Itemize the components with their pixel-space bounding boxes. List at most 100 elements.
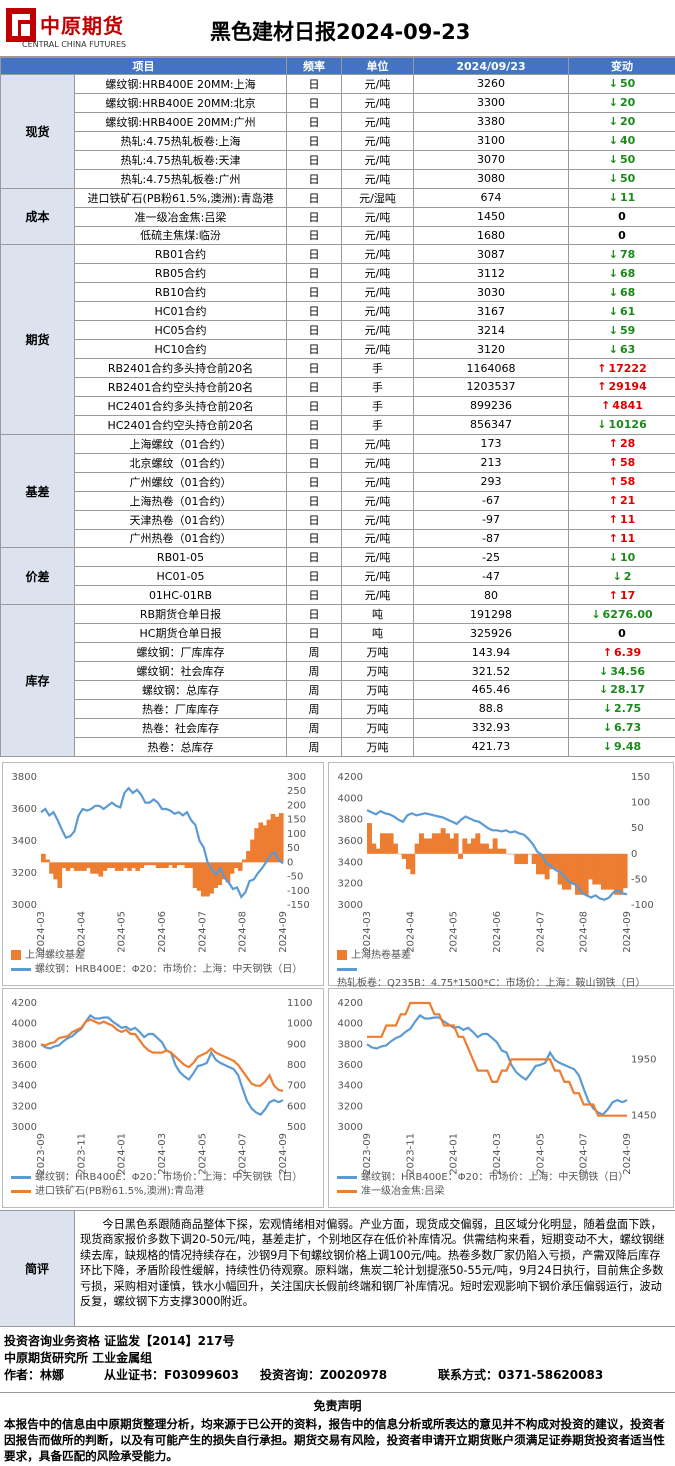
basis-bar: [605, 853, 611, 890]
unit-cell: 手: [341, 377, 414, 397]
column-header-change: 变动: [568, 57, 675, 75]
basis-bar: [575, 853, 580, 895]
change-cell: ↑ 11: [568, 509, 675, 530]
legend-label: 热轧板卷：Q235B：4.75*1500*C：市场价：上海：鞍山钢铁（日）: [337, 978, 646, 989]
value-cell: 213: [413, 452, 569, 473]
frequency-cell: 日: [286, 509, 342, 530]
item-cell: RB01合约: [74, 244, 287, 265]
basis-bar: [557, 853, 563, 885]
change-cell: ↑ 11: [568, 528, 675, 549]
frequency-cell: 日: [286, 225, 342, 246]
right-axis-tick-label: 1950: [631, 1054, 656, 1065]
x-axis-tick-label: 2024-06: [492, 911, 503, 953]
table-row: 基差 上海螺纹（01合约）日元/吨 173 ↑ 28: [0, 433, 675, 549]
x-axis-tick-label: 2024-09: [622, 911, 633, 953]
basis-bar: [527, 853, 533, 855]
x-axis-tick-label: 2024-07: [535, 911, 546, 953]
basis-bar: [384, 833, 390, 854]
table-row: 螺纹钢：总库存周万吨 465.46 ↓ 28.17: [1, 680, 675, 700]
frequency-cell: 日: [286, 187, 342, 208]
frequency-cell: 日: [286, 149, 342, 170]
table-row: 热卷：社会库存周万吨 332.93 ↓ 6.73: [1, 717, 675, 738]
basis-bar: [488, 848, 494, 854]
item-cell: 热轧:4.75热轧板卷:天津: [74, 149, 287, 170]
value-cell: 3380: [413, 111, 569, 132]
frequency-cell: 日: [286, 263, 342, 284]
logo-mark-icon: [6, 8, 36, 42]
arrow-up-icon: ↑: [608, 513, 618, 527]
arrow-down-icon: ↓: [608, 191, 618, 205]
change-value: 2: [623, 569, 632, 583]
basis-bar: [471, 838, 476, 854]
frequency-cell: 日: [286, 244, 342, 265]
basis-bar: [562, 853, 567, 890]
left-axis-tick-label: 4000: [338, 1019, 363, 1030]
basis-bar: [217, 862, 223, 886]
basis-bar: [270, 813, 276, 863]
table-row: 螺纹钢：社会库存周万吨 321.52 ↓ 34.56: [1, 661, 675, 681]
change-value: 0: [618, 228, 626, 242]
x-axis-tick-label: 2024-07: [238, 1133, 249, 1175]
basis-bar: [184, 862, 190, 869]
left-axis-tick-label: 3400: [12, 1081, 37, 1092]
unit-cell: 元/吨: [341, 433, 414, 454]
legend-swatch: [11, 1175, 31, 1179]
value-cell: -25: [413, 547, 569, 568]
value-cell: 1203537: [413, 377, 569, 397]
x-axis-tick-label: 2024-09: [278, 1133, 289, 1175]
basis-bar: [82, 862, 87, 871]
unit-cell: 元/吨: [341, 244, 414, 265]
item-cell: 热卷：社会库存: [74, 717, 287, 738]
change-value: 40: [619, 134, 636, 148]
frequency-cell: 周: [286, 736, 342, 757]
unit-cell: 元/吨: [341, 528, 414, 549]
value-cell: 3167: [413, 301, 569, 322]
x-axis-tick-label: 2024-01: [117, 1133, 128, 1175]
category-label: 基差: [0, 433, 75, 549]
right-axis-tick-label: 250: [287, 786, 306, 797]
left-axis-tick-label: 3800: [338, 815, 363, 826]
basis-bar: [449, 838, 455, 854]
change-value: 21: [619, 494, 636, 508]
value-cell: 465.46: [413, 680, 569, 700]
basis-bar: [393, 843, 398, 854]
arrow-down-icon: ↓: [608, 323, 618, 337]
column-header-date: 2024/09/23: [413, 57, 569, 75]
x-axis-tick-label: 2024-03: [492, 1133, 503, 1175]
left-axis-tick-label: 4200: [338, 772, 363, 783]
basis-bar: [86, 862, 91, 869]
report-header: 中原期货 CENTRAL CHINA FUTURES 黑色建材日报2024-09…: [0, 0, 675, 57]
left-axis-tick-label: 3800: [338, 1039, 363, 1050]
table-row: 现货 螺纹钢:HRB400E 20MM:上海日元/吨 3260 ↓ 50: [0, 74, 675, 189]
basis-bar: [397, 853, 403, 855]
category-label: 价差: [0, 547, 75, 606]
qualification-line: 投资咨询业务资格 证监发【2014】217号: [4, 1334, 235, 1348]
frequency-cell: 周: [286, 698, 342, 719]
basis-bar: [367, 823, 372, 854]
arrow-up-icon: ↑: [597, 380, 607, 394]
change-value: 61: [619, 304, 636, 318]
value-cell: 3070: [413, 149, 569, 170]
frequency-cell: 周: [286, 661, 342, 681]
basis-bar: [484, 843, 489, 854]
right-axis-tick-label: 50: [631, 823, 644, 834]
frequency-cell: 日: [286, 395, 342, 416]
basis-bar: [445, 833, 450, 854]
brief-comment: 简评 今日黑色系跟随商品整体下探，宏观情绪相对偏弱。产业方面，现货成交偏弱，且区…: [0, 1210, 675, 1327]
item-cell: 广州热卷（01合约）: [74, 528, 287, 549]
table-row: 北京螺纹（01合约）日元/吨 213 ↑ 58: [1, 452, 675, 473]
x-axis-tick-label: 2024-05: [449, 911, 460, 953]
arrow-down-icon: ↓: [608, 550, 618, 564]
table-row: RB2401合约多头持仓前20名日手 1164068 ↑ 17222: [1, 358, 675, 378]
value-cell: 332.93: [413, 717, 569, 738]
value-cell: 856347: [413, 414, 569, 435]
change-value: 28: [619, 437, 636, 451]
unit-cell: 元/吨: [341, 547, 414, 568]
basis-bar: [518, 853, 524, 865]
basis-bar: [241, 859, 247, 863]
right-axis-tick-label: 0: [287, 857, 293, 868]
legend-item: 螺纹钢：HRB400E：Φ20：市场价：上海：中天钢铁（日）: [11, 963, 315, 977]
basis-bar: [531, 853, 537, 865]
basis-bar: [592, 853, 598, 885]
value-cell: -87: [413, 528, 569, 549]
